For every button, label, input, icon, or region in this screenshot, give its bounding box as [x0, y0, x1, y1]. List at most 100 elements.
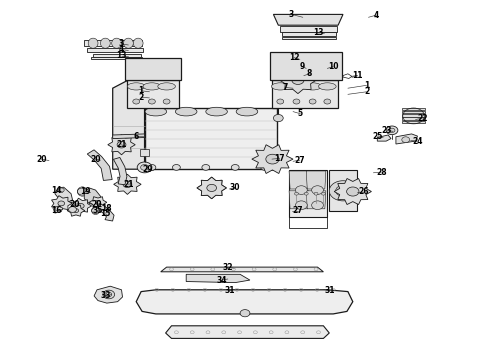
- Circle shape: [261, 165, 269, 170]
- Polygon shape: [113, 134, 145, 139]
- Polygon shape: [273, 14, 343, 25]
- Text: 20: 20: [36, 155, 47, 163]
- Bar: [402, 114, 425, 117]
- Circle shape: [202, 165, 210, 170]
- Text: 11: 11: [352, 71, 363, 80]
- Polygon shape: [108, 135, 135, 155]
- Circle shape: [294, 192, 298, 195]
- Circle shape: [305, 18, 310, 22]
- Text: 33: 33: [100, 292, 111, 300]
- Bar: [402, 108, 425, 110]
- Polygon shape: [84, 40, 142, 46]
- Text: 21: 21: [123, 180, 134, 189]
- Circle shape: [336, 185, 350, 196]
- Bar: [402, 117, 425, 120]
- Circle shape: [295, 186, 307, 194]
- Text: 8: 8: [307, 69, 312, 78]
- Polygon shape: [280, 26, 337, 32]
- Polygon shape: [96, 204, 114, 221]
- Circle shape: [92, 208, 99, 213]
- Text: 27: 27: [293, 206, 303, 215]
- Text: 2: 2: [139, 93, 144, 102]
- Polygon shape: [306, 171, 326, 189]
- Text: 1: 1: [364, 81, 369, 90]
- Text: 20: 20: [90, 155, 101, 163]
- Circle shape: [266, 154, 279, 164]
- Text: 5: 5: [298, 109, 303, 118]
- Circle shape: [330, 18, 335, 22]
- Ellipse shape: [143, 83, 161, 90]
- Circle shape: [77, 203, 84, 208]
- Bar: [402, 111, 425, 113]
- Polygon shape: [306, 191, 326, 209]
- Circle shape: [389, 128, 395, 132]
- Circle shape: [172, 165, 180, 170]
- Text: 1: 1: [139, 86, 144, 95]
- Polygon shape: [272, 80, 338, 108]
- Circle shape: [58, 188, 64, 192]
- Polygon shape: [94, 286, 122, 303]
- Text: 28: 28: [376, 168, 387, 177]
- Polygon shape: [87, 48, 143, 52]
- Ellipse shape: [271, 83, 289, 90]
- Circle shape: [329, 181, 357, 201]
- Circle shape: [240, 310, 250, 317]
- Circle shape: [293, 99, 300, 104]
- Text: 7: 7: [283, 83, 288, 92]
- Text: 4: 4: [119, 45, 124, 54]
- Polygon shape: [289, 171, 309, 189]
- Polygon shape: [186, 274, 250, 283]
- Polygon shape: [89, 197, 107, 208]
- Polygon shape: [197, 177, 226, 199]
- Circle shape: [69, 207, 76, 212]
- Text: 20: 20: [69, 200, 80, 209]
- Polygon shape: [55, 187, 73, 202]
- Ellipse shape: [288, 83, 305, 90]
- Polygon shape: [377, 135, 391, 141]
- Circle shape: [231, 165, 239, 170]
- Text: 30: 30: [230, 184, 241, 193]
- Text: 13: 13: [313, 28, 324, 37]
- Text: 3: 3: [289, 10, 294, 19]
- Polygon shape: [282, 32, 336, 36]
- Circle shape: [268, 165, 276, 170]
- Ellipse shape: [123, 38, 133, 48]
- Circle shape: [207, 184, 217, 192]
- Polygon shape: [125, 58, 181, 80]
- Bar: [140, 149, 149, 156]
- Circle shape: [141, 165, 148, 170]
- Circle shape: [123, 181, 132, 188]
- Polygon shape: [270, 52, 342, 80]
- Ellipse shape: [158, 83, 175, 90]
- Polygon shape: [91, 57, 142, 59]
- Text: 10: 10: [328, 62, 339, 71]
- Polygon shape: [252, 145, 293, 174]
- Circle shape: [282, 18, 287, 22]
- Circle shape: [321, 192, 325, 195]
- Text: 22: 22: [417, 114, 428, 122]
- Bar: [402, 121, 425, 123]
- Ellipse shape: [133, 38, 143, 48]
- Text: 25: 25: [372, 132, 383, 141]
- Circle shape: [314, 192, 318, 195]
- Ellipse shape: [100, 38, 110, 48]
- Circle shape: [291, 54, 299, 61]
- Circle shape: [137, 162, 152, 173]
- Circle shape: [148, 165, 156, 170]
- Text: 21: 21: [116, 140, 127, 149]
- Ellipse shape: [206, 107, 227, 116]
- Ellipse shape: [145, 107, 167, 116]
- Circle shape: [133, 99, 140, 104]
- Text: 29: 29: [143, 166, 153, 175]
- Circle shape: [58, 201, 65, 206]
- Circle shape: [313, 64, 319, 69]
- Circle shape: [346, 187, 359, 196]
- Text: 24: 24: [412, 137, 423, 146]
- Polygon shape: [145, 108, 277, 169]
- Circle shape: [309, 99, 316, 104]
- Circle shape: [402, 137, 410, 143]
- Circle shape: [277, 99, 284, 104]
- Circle shape: [312, 186, 323, 194]
- Text: 31: 31: [324, 287, 335, 295]
- Polygon shape: [87, 150, 112, 180]
